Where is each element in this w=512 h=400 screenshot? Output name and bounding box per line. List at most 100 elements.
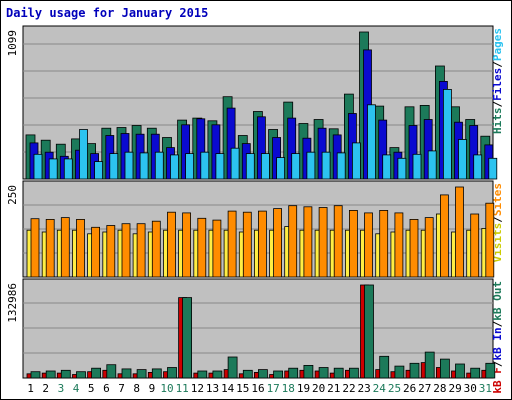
bar-pages	[427, 150, 437, 180]
bar-sites	[439, 194, 449, 278]
x-tick-label: 2	[42, 382, 49, 395]
bar-sites	[303, 206, 313, 278]
bar-sites	[136, 223, 146, 278]
bar-sites	[91, 226, 100, 278]
bar-sites	[45, 218, 55, 278]
legend-entry: /	[491, 101, 504, 108]
bar-sites	[318, 207, 328, 278]
x-tick-label: 31	[479, 382, 492, 395]
x-tick-label: 20	[312, 382, 325, 395]
bar-kb-out	[409, 362, 420, 379]
y-tick-label: 132986	[6, 283, 19, 323]
x-tick-label: 14	[221, 382, 235, 395]
bar-kb-out	[197, 370, 208, 379]
bar-sites	[212, 219, 222, 278]
bar-pages	[170, 154, 179, 180]
bar-sites	[364, 212, 373, 278]
bar-pages	[306, 151, 316, 180]
x-tick-label: 17	[267, 382, 280, 395]
bar-sites	[30, 218, 40, 278]
x-tick-label: 8	[133, 382, 140, 395]
y-tick-label: 250	[6, 185, 19, 205]
bar-kb-out	[364, 284, 374, 379]
bar-pages	[94, 161, 103, 180]
bar-kb-out	[333, 367, 344, 379]
bar-kb-out	[212, 370, 223, 379]
x-tick-label: 26	[403, 382, 416, 395]
bar-pages	[230, 147, 240, 180]
x-tick-label: 5	[88, 382, 95, 395]
bar-pages	[397, 157, 407, 180]
bar-pages	[367, 104, 376, 180]
legend-entry: Hits	[491, 108, 504, 135]
legend-entry: Pages	[491, 28, 504, 61]
legend-entry: kB Out	[491, 281, 504, 321]
bar-kb-out	[45, 370, 56, 379]
bar-sites	[167, 211, 176, 278]
bar-pages	[79, 129, 88, 180]
x-tick-label: 19	[297, 382, 310, 395]
bar-kb-out	[303, 364, 314, 379]
x-tick-label: 13	[206, 382, 219, 395]
x-tick-label: 29	[448, 382, 461, 395]
bar-kb-out	[91, 367, 101, 379]
x-tick-label: 22	[342, 382, 355, 395]
bar-pages	[260, 153, 270, 180]
bar-kb-out	[485, 362, 496, 379]
bar-kb-out	[257, 369, 268, 379]
bar-kb-out	[60, 369, 71, 379]
x-tick-label: 11	[176, 382, 189, 395]
bar-kb-out	[470, 367, 481, 379]
bar-pages	[276, 157, 286, 180]
bar-pages	[336, 152, 346, 180]
bar-pages	[351, 142, 361, 180]
bar-pages	[458, 139, 467, 180]
bar-pages	[321, 151, 331, 180]
legend-entry: Files	[491, 68, 504, 101]
bar-sites	[197, 217, 207, 278]
bar-kb-out	[136, 369, 147, 379]
bar-pages	[473, 154, 483, 180]
bar-kb-out	[439, 358, 450, 379]
x-tick-label: 27	[418, 382, 431, 395]
bar-sites	[379, 209, 389, 278]
bar-sites	[151, 220, 161, 278]
bar-sites	[333, 205, 343, 278]
bar-kb-out	[273, 370, 284, 379]
bar-sites	[409, 218, 419, 278]
bar-sites	[470, 213, 480, 278]
bar-pages	[215, 153, 225, 180]
bar-kb-out	[318, 367, 329, 379]
legend-entry: Visits	[491, 223, 504, 263]
bar-kb-out	[288, 367, 299, 379]
bar-sites	[182, 212, 192, 278]
bar-kb-out	[455, 363, 465, 379]
bar-pages	[63, 158, 73, 180]
bar-pages	[109, 153, 119, 180]
bar-kb-out	[106, 364, 117, 379]
bar-pages	[382, 154, 392, 180]
x-tick-label: 18	[282, 382, 295, 395]
x-tick-label: 1	[27, 382, 34, 395]
chart-title: Daily usage for January 2015	[6, 6, 209, 20]
x-tick-label: 6	[103, 382, 110, 395]
x-tick-label: 16	[251, 382, 264, 395]
bar-sites	[257, 210, 267, 278]
x-tick-label: 12	[191, 382, 204, 395]
bar-sites	[121, 223, 131, 278]
bar-kb-out	[151, 368, 162, 379]
axis-legend-label: Hits/Files/Pages	[491, 28, 504, 134]
bar-sites	[242, 211, 252, 278]
bar-pages	[48, 158, 58, 180]
x-tick-label: 15	[236, 382, 249, 395]
x-tick-label: 21	[327, 382, 340, 395]
bar-pages	[291, 153, 301, 180]
bar-sites	[288, 205, 298, 278]
legend-entry: /	[491, 216, 504, 223]
bar-sites	[424, 217, 434, 278]
x-tick-label: 4	[73, 382, 80, 395]
bar-sites	[394, 212, 404, 278]
legend-entry: kB In	[491, 327, 504, 360]
